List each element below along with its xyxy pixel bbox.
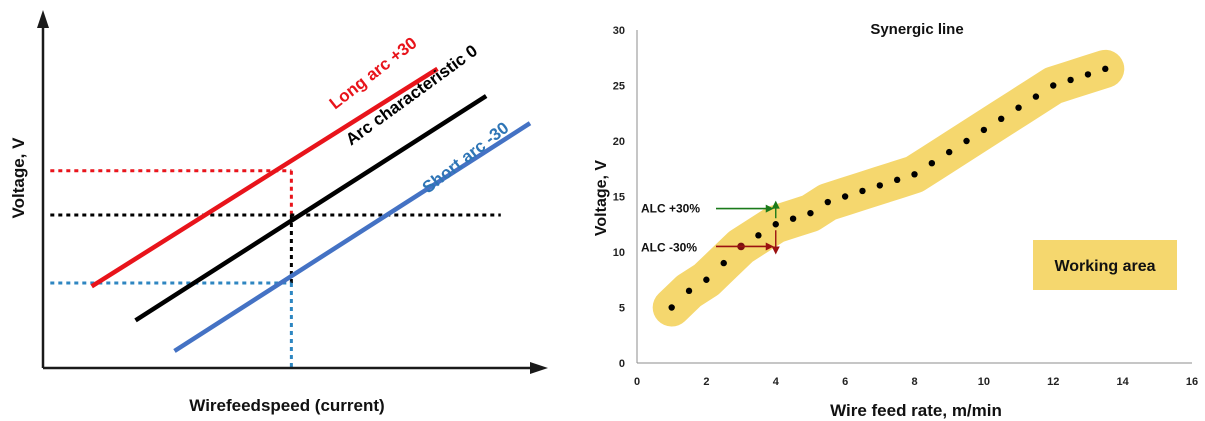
data-point xyxy=(1032,93,1040,100)
data-point xyxy=(807,209,814,217)
reference-lines xyxy=(50,169,501,368)
x-tick-label: 2 xyxy=(703,376,709,388)
data-point xyxy=(893,176,901,184)
data-point xyxy=(824,198,831,206)
data-point xyxy=(998,115,1005,123)
y-axis-arrow xyxy=(37,10,49,28)
right-chart-title: Synergic line xyxy=(870,21,963,38)
right-y-axis-label: Voltage, V xyxy=(593,160,610,236)
arc-line-0 xyxy=(90,66,439,289)
x-tick-label: 6 xyxy=(842,376,848,388)
arc-characteristic-label: Arc characteristic 0 xyxy=(342,41,481,149)
data-point xyxy=(1102,65,1109,73)
working-area-label: Working area xyxy=(1054,258,1155,275)
data-point xyxy=(755,232,762,239)
data-point xyxy=(911,171,918,178)
arc-line-2 xyxy=(173,121,532,353)
data-point xyxy=(668,304,675,311)
x-tick-label: 10 xyxy=(978,376,990,388)
alc-plus-label: ALC +30% xyxy=(641,202,700,216)
left-y-axis-label: Voltage, V xyxy=(9,137,28,219)
alc-up-arrowhead xyxy=(771,200,780,209)
y-tick-label: 5 xyxy=(619,303,625,315)
right-x-axis-label: Wire feed rate, m/min xyxy=(830,401,1002,420)
working-area-box xyxy=(1033,240,1177,290)
x-tick-label: 12 xyxy=(1047,376,1059,388)
x-axis-arrow xyxy=(530,362,548,374)
data-point xyxy=(876,182,884,189)
data-point xyxy=(1015,104,1022,111)
data-point xyxy=(859,187,866,195)
data-point xyxy=(980,126,988,134)
data-point xyxy=(963,137,970,145)
y-tick-label: 15 xyxy=(613,192,625,204)
data-point xyxy=(841,193,849,200)
alc-minus-label: ALC -30% xyxy=(641,240,697,254)
x-tick-label: 16 xyxy=(1186,376,1198,388)
data-point xyxy=(789,215,797,222)
left-x-axis-label: Wirefeedspeed (current) xyxy=(189,396,384,415)
data-point xyxy=(772,221,779,228)
alc-down-arrowhead xyxy=(771,246,780,255)
right-chart: Working area 0 5 10 15 20 25 30 0 2 4 6 8 10 12 14 16 A… xyxy=(593,21,1198,420)
y-tick-label: 30 xyxy=(613,25,625,37)
x-tick-label: 0 xyxy=(634,376,640,388)
data-point xyxy=(1084,71,1092,78)
data-point xyxy=(685,287,693,295)
arc-lines xyxy=(90,66,532,353)
alc-annotations: ALC +30% ALC -30% xyxy=(641,200,780,255)
left-chart: Voltage, V Wirefeedspeed (current) Long … xyxy=(9,10,548,415)
x-tick-label: 4 xyxy=(773,376,780,388)
data-point xyxy=(1050,82,1057,89)
y-tick-label: 10 xyxy=(613,247,625,259)
alc-minus-arrowhead xyxy=(765,242,774,251)
y-tick-label: 25 xyxy=(613,81,625,93)
plot-axes xyxy=(636,30,1192,364)
data-point xyxy=(945,148,953,156)
alc-plus-arrowhead xyxy=(765,204,774,213)
data-point xyxy=(1067,76,1074,84)
tick-labels: 0 5 10 15 20 25 30 0 2 4 6 8 10 12 14 16 xyxy=(613,25,1198,388)
data-point xyxy=(720,259,727,267)
data-point xyxy=(928,160,936,167)
y-tick-label: 0 xyxy=(619,358,625,370)
synergic-points xyxy=(668,65,1109,311)
x-tick-label: 8 xyxy=(911,376,917,388)
y-tick-label: 20 xyxy=(613,136,625,148)
x-tick-label: 14 xyxy=(1117,376,1130,388)
data-point xyxy=(703,276,710,283)
arc-line-1 xyxy=(134,94,488,323)
